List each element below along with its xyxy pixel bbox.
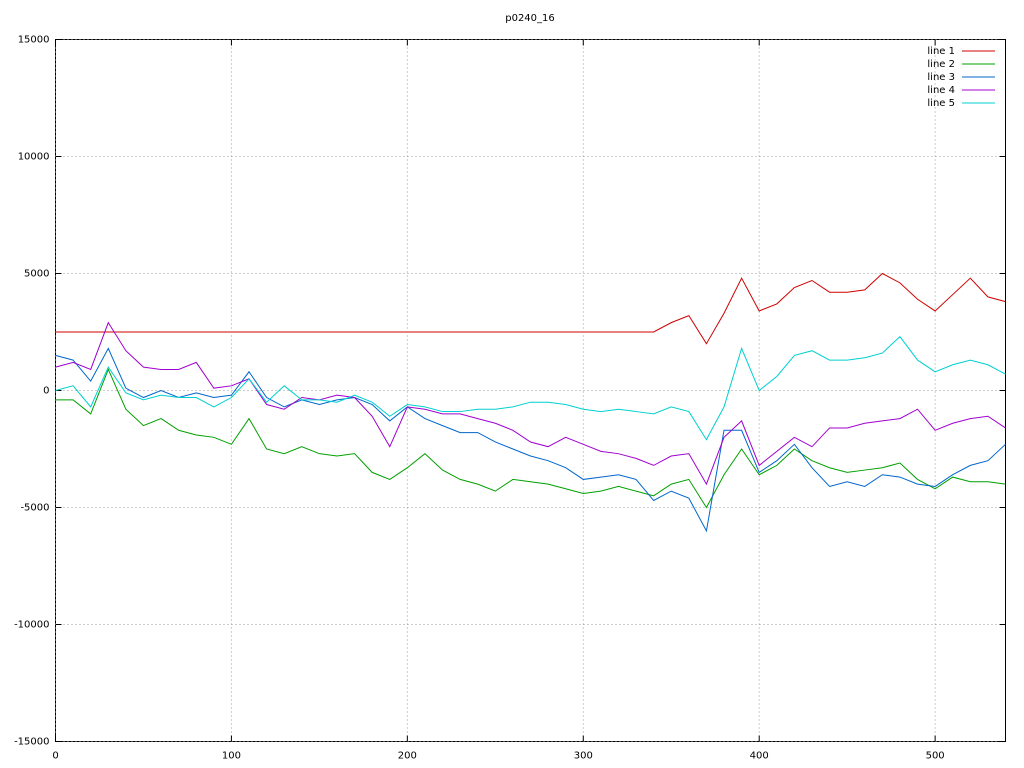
data-line: [55, 272, 1006, 345]
x-tick-label: 0: [52, 751, 58, 762]
y-tick-label: 5000: [24, 269, 49, 280]
chart-title: p0240_16: [505, 13, 555, 24]
legend-label: line 2: [927, 59, 955, 70]
data-line: [55, 368, 1006, 509]
data-line: [55, 335, 1006, 441]
y-tick-label: 0: [43, 386, 49, 397]
legend-label: line 1: [927, 46, 955, 57]
x-tick-label: 300: [574, 751, 593, 762]
y-tick-label: -10000: [14, 620, 49, 631]
legend-label: line 4: [927, 85, 955, 96]
x-tick-label: 400: [750, 751, 769, 762]
x-tick-label: 200: [398, 751, 417, 762]
y-tick-label: -15000: [14, 737, 49, 748]
legend-label: line 5: [927, 98, 955, 109]
data-line: [55, 321, 1006, 486]
legend-label: line 3: [927, 72, 955, 83]
data-line: [55, 347, 1006, 533]
y-tick-label: -5000: [20, 503, 49, 514]
y-tick-label: 15000: [18, 35, 50, 46]
x-tick-label: 500: [926, 751, 945, 762]
x-tick-label: 100: [222, 751, 241, 762]
y-tick-label: 10000: [18, 152, 50, 163]
